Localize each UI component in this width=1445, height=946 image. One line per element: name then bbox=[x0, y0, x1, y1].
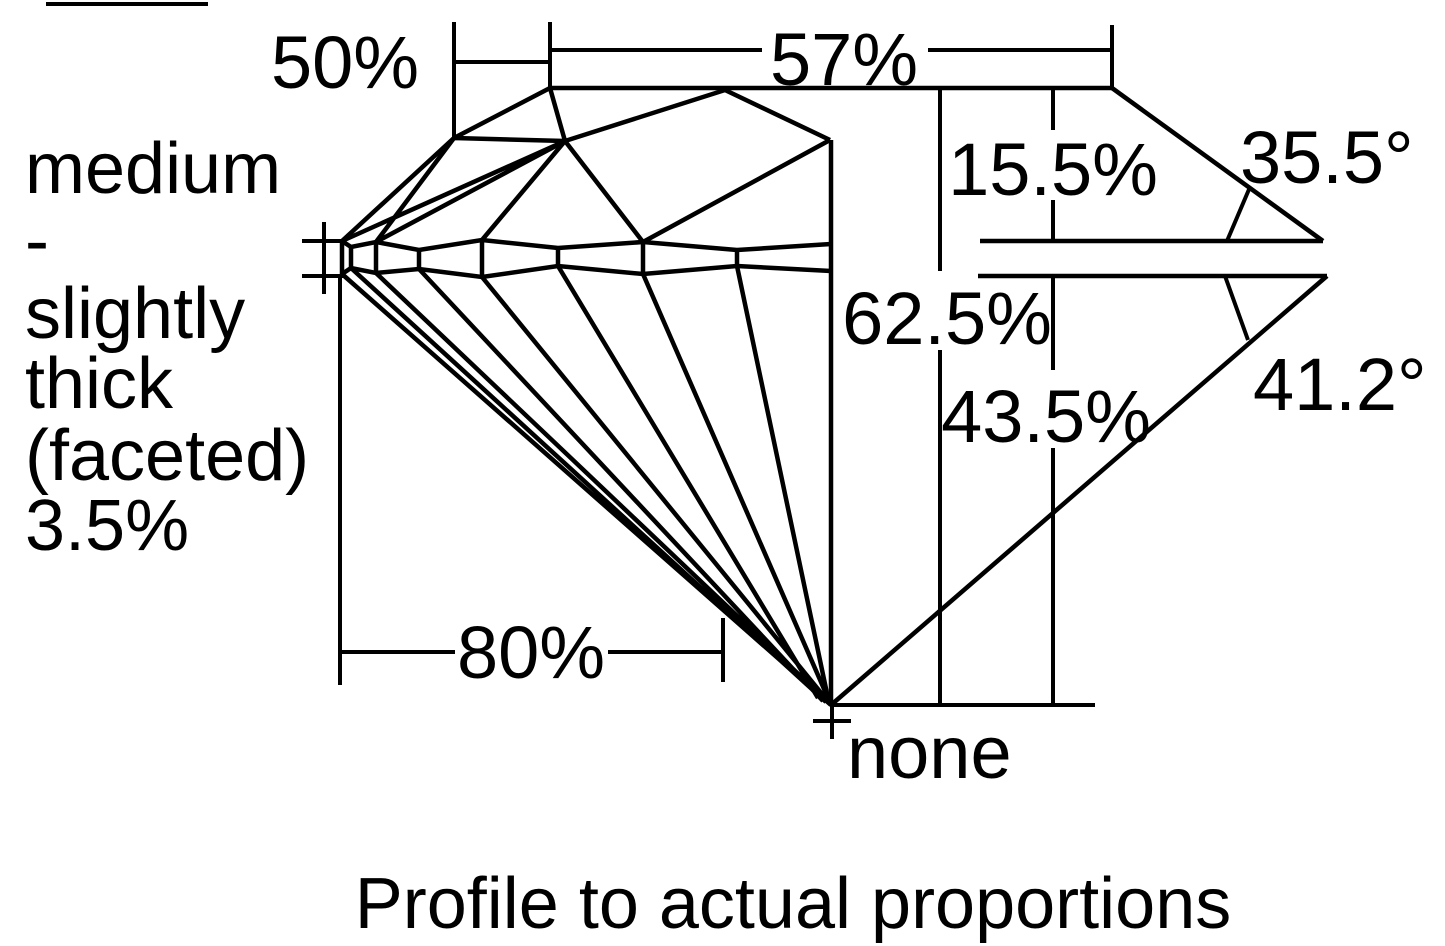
pavilion-slope-right bbox=[829, 274, 1329, 707]
table-width-dimension bbox=[550, 25, 1114, 88]
culet-size-label: none bbox=[847, 711, 1012, 794]
girdle-description-line-6: 3.5% bbox=[25, 486, 189, 566]
dimension-lines bbox=[46, 2, 1252, 739]
pavilion-depth-label: 43.5% bbox=[941, 375, 1151, 458]
total-depth-label: 62.5% bbox=[842, 277, 1052, 360]
girdle-bottom-zigzag bbox=[340, 263, 832, 280]
girdle-top-zigzag bbox=[340, 237, 832, 253]
star-length-dimension bbox=[452, 22, 552, 138]
girdle-bottom-plus-mark bbox=[302, 258, 345, 294]
girdle-description-block: medium - slightly thick (faceted) 3.5% bbox=[25, 129, 309, 566]
crown-angle-label: 35.5° bbox=[1240, 116, 1414, 199]
star-length-label: 50% bbox=[271, 21, 419, 104]
girdle-description-line-2: - bbox=[25, 201, 49, 281]
pavilion-angle-label: 41.2° bbox=[1253, 343, 1427, 426]
crown-slope-right bbox=[1110, 86, 1325, 243]
pavilion-angle-indicator bbox=[1223, 275, 1250, 341]
crown-angle-indicator bbox=[1225, 186, 1252, 242]
girdle-description-line-4: thick bbox=[25, 344, 174, 424]
girdle-facet-boundaries bbox=[339, 240, 740, 277]
pavilion-facet-edges bbox=[340, 264, 834, 707]
crown-height-label: 15.5% bbox=[948, 128, 1158, 211]
table-width-label: 57% bbox=[770, 18, 918, 101]
girdle-top-plus-mark bbox=[302, 222, 345, 259]
lower-girdle-label: 80% bbox=[457, 611, 605, 694]
crown-facet-edges bbox=[341, 87, 832, 244]
girdle-description-line-1: medium bbox=[25, 129, 281, 209]
girdle-description-line-3: slightly bbox=[25, 274, 245, 354]
measurement-labels: 50% 57% 15.5% 35.5° 62.5% 43.5% 41.2° 80… bbox=[271, 18, 1427, 794]
diagram-title: Profile to actual proportions bbox=[355, 864, 1231, 944]
girdle-description-line-5: (faceted) bbox=[25, 416, 309, 496]
lower-girdle-dimension bbox=[338, 277, 725, 685]
culet-plus-mark bbox=[813, 703, 851, 739]
